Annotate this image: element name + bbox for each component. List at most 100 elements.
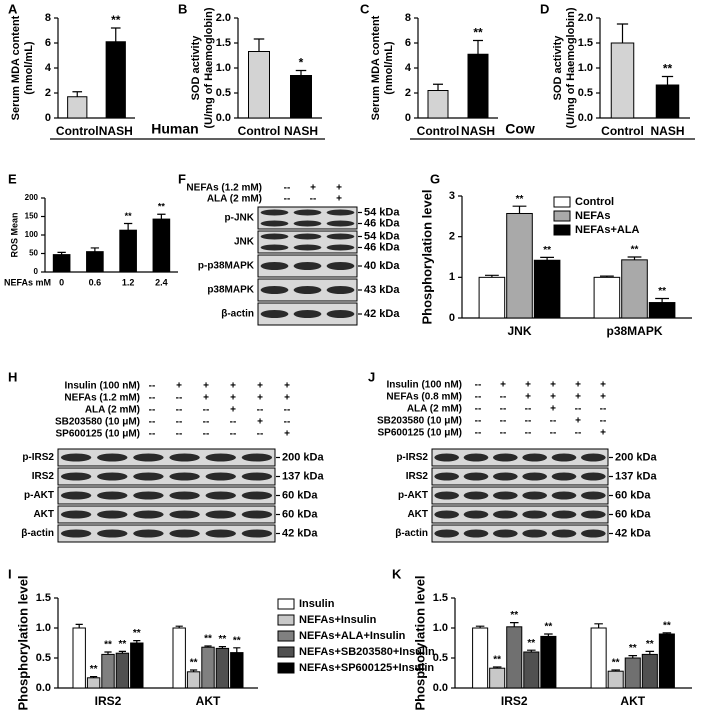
y-tick-label: 3 [449,190,455,202]
condition-mark: -- [475,404,482,415]
legend-label: Control [575,196,614,208]
condition-mark: -- [203,405,210,416]
bar [648,302,676,319]
y-tick-label: 1.5 [216,37,231,49]
blot-band [97,510,128,519]
kda-label: 46 kDa [364,241,400,253]
blot-band [241,510,273,519]
condition-mark: -- [230,429,237,440]
blot-strip [431,486,609,505]
kda-label: 60 kDa [282,508,318,520]
bar [540,635,557,689]
error-bar [218,646,226,649]
error-bar [627,256,642,260]
blot-band [293,310,322,318]
error-bar [512,205,527,214]
bar [427,90,449,119]
error-bar [662,632,672,634]
error-bar [90,676,98,678]
blot-band [463,453,489,462]
significance: ** [219,634,227,645]
blot-band [260,209,289,216]
blot-band [551,529,577,538]
y-axis-label: SOD activity [190,35,202,101]
blot-band [133,510,164,519]
significance: ** [190,658,198,669]
condition-mark: -- [149,429,156,440]
blot-band [522,472,547,481]
blot-band [493,491,518,500]
kda-label: 60 kDa [615,489,651,501]
condition-mark: -- [500,416,507,427]
bar [67,96,88,119]
kda-label: 137 kDa [615,470,657,482]
error-bar [611,669,620,672]
panel-letter: I [8,566,12,581]
error-bar [540,256,554,261]
y-tick-label: 0.0 [216,112,231,124]
bar [478,276,506,319]
significance: ** [111,13,121,27]
blot-band [260,244,289,251]
condition-mark: + [550,380,556,391]
significance: ** [493,655,501,666]
x-tick-label: NASH [461,124,495,138]
panel-letter: A [8,1,18,16]
significance: ** [133,628,141,639]
condition-mark: + [600,428,606,439]
condition-label: NEFAs (1.2 mM) [64,393,140,404]
condition-mark: + [203,381,209,392]
y-tick-label: 1.0 [216,62,231,74]
blot-band [60,510,92,519]
condition-mark: + [230,405,236,416]
bar [119,229,137,273]
blot-band [326,220,355,227]
condition-mark: + [575,380,581,391]
condition-mark: + [257,417,263,428]
x-tick-label: Control [56,124,99,138]
condition-mark: -- [257,405,264,416]
bar [152,218,171,273]
bar [467,53,489,119]
significance: ** [543,245,551,256]
blot-band [493,472,518,481]
panel-letter: F [178,171,186,186]
panel-letter: C [360,1,370,16]
condition-mark: + [600,392,606,403]
blot-band [493,453,518,462]
condition-mark: -- [203,429,210,440]
significance: ** [612,658,620,669]
error-bar [475,625,485,628]
condition-mark: -- [310,194,317,205]
legend-swatch [277,630,295,642]
bar [610,42,635,119]
blot-band [493,529,518,538]
blot-strip [431,524,609,543]
blot-band [293,233,322,240]
y-axis-label: Serum MDA content [370,15,382,120]
band-label: p-AKT [24,490,54,501]
condition-mark: + [525,380,531,391]
band-label: p-IRS2 [22,452,54,463]
x-tick-label: 0.6 [89,277,102,287]
blot-band [522,453,547,462]
error-bar [90,247,100,252]
bar [230,652,244,689]
x-tick-label: 1.2 [122,277,135,287]
condition-mark: + [176,381,182,392]
error-bar [57,251,66,255]
condition-label: ALA (2 mM) [207,194,262,205]
condition-label: ALA (2 mM) [407,404,462,415]
blot-band [522,529,547,538]
blot-band [581,529,606,538]
y-tick-label: 1 [449,271,455,283]
error-bar [110,27,121,42]
condition-mark: + [336,183,342,194]
kda-label: 54 kDa [364,230,400,242]
y-tick-label: 1.0 [578,62,593,74]
blot-band [97,453,128,462]
condition-mark: -- [525,416,532,427]
y-tick-label: 6 [405,37,411,49]
condition-mark: + [525,392,531,403]
significance: * [299,56,304,70]
